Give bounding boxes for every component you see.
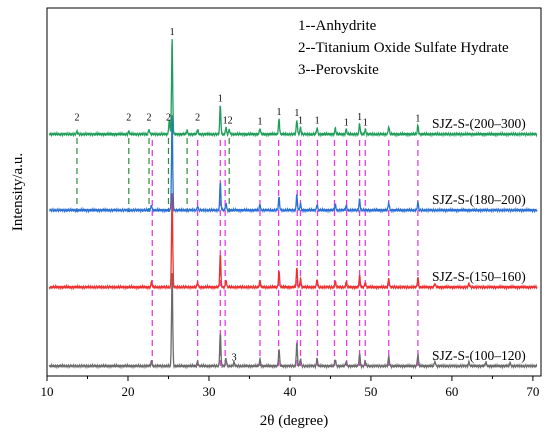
legend-entry: 3--Perovskite bbox=[298, 62, 379, 78]
x-tick-label: 30 bbox=[202, 384, 215, 399]
peak-label: 1 bbox=[294, 108, 299, 119]
plot-frame bbox=[46, 7, 542, 377]
legend: 1--Anhydrite 2--Titanium Oxide Sulfate Hy… bbox=[298, 18, 509, 78]
peak-label: 2 bbox=[147, 113, 152, 124]
x-axis: 10 20 30 40 50 60 70 bbox=[41, 376, 539, 399]
legend-entry: 2--Titanium Oxide Sulfate Hydrate bbox=[298, 40, 509, 56]
series-labels: SJZ-S-(100–120) SJZ-S-(150–160) SJZ-S-(180… bbox=[432, 116, 526, 363]
x-tick-label: 10 bbox=[41, 384, 54, 399]
peak-label: 1 bbox=[277, 107, 282, 118]
series-label: SJZ-S-(100–120) bbox=[432, 348, 526, 363]
peak-label: 1 bbox=[170, 27, 175, 38]
reference-lines bbox=[76, 138, 419, 366]
peak-label: 1 bbox=[415, 114, 420, 125]
y-axis-label: Intensity/a.u. bbox=[10, 153, 26, 231]
x-tick-label: 60 bbox=[445, 384, 458, 399]
series-line bbox=[49, 115, 538, 214]
x-tick-label: 20 bbox=[121, 384, 134, 399]
peak-label: 2 bbox=[195, 113, 200, 124]
peak-label: 1 bbox=[344, 117, 349, 128]
peak-label: 1 bbox=[363, 117, 368, 128]
series-label: SJZ-S-(200–300) bbox=[432, 116, 526, 131]
x-tick-label: 50 bbox=[364, 384, 377, 399]
series-line bbox=[48, 39, 538, 138]
series-line bbox=[48, 193, 538, 291]
peak-label: 3 bbox=[232, 352, 237, 363]
x-axis-label: 2θ (degree) bbox=[260, 413, 328, 429]
peak-label: 1 bbox=[357, 112, 362, 123]
x-tick-label: 70 bbox=[526, 384, 539, 399]
peak-label: 12 bbox=[223, 116, 233, 127]
diffraction-traces bbox=[48, 39, 538, 370]
series-line bbox=[48, 272, 538, 370]
series-label: SJZ-S-(180–200) bbox=[432, 192, 526, 207]
peak-label: 1 bbox=[298, 116, 303, 127]
series-label: SJZ-S-(150–160) bbox=[432, 269, 526, 284]
peak-label: 2 bbox=[126, 113, 131, 124]
peak-label: 2 bbox=[166, 113, 171, 124]
peak-label: 2 bbox=[74, 113, 79, 124]
x-tick-label: 40 bbox=[283, 384, 296, 399]
peak-label: 1 bbox=[218, 94, 223, 105]
legend-entry: 1--Anhydrite bbox=[298, 18, 377, 34]
peak-label: 1 bbox=[315, 116, 320, 127]
peak-label: 1 bbox=[257, 117, 262, 128]
